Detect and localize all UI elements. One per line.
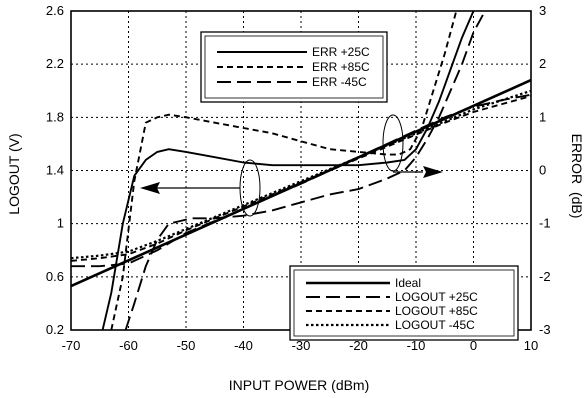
legend-label-logout_85: LOGOUT +85C <box>395 304 478 318</box>
x-tick-label: -20 <box>349 338 368 353</box>
series-line-logout_25 <box>71 93 531 268</box>
y-tick-label: 0.2 <box>46 322 64 337</box>
y2-tick-label: -2 <box>539 269 551 284</box>
legend-label-logout_25: LOGOUT +25C <box>395 290 478 304</box>
y2-tick-label: -3 <box>539 322 551 337</box>
x-tick-label: -60 <box>119 338 138 353</box>
y-tick-label: 2.2 <box>46 56 64 71</box>
y2-tick-label: 1 <box>539 109 546 124</box>
y-tick-label: 0.6 <box>46 269 64 284</box>
legend-top-inner-box <box>204 35 384 99</box>
series-line-err_25 <box>101 11 475 330</box>
legend-label-err_m45: ERR -45C <box>312 75 367 89</box>
legend-bottom-box <box>289 265 519 341</box>
right-arrow-head-icon <box>423 166 443 178</box>
legend-label-err_25: ERR +25C <box>312 45 370 59</box>
x-tick-label: -10 <box>407 338 426 353</box>
legend-label-ideal: Ideal <box>395 276 421 290</box>
y-tick-label: 1 <box>57 216 64 231</box>
x-tick-label: -40 <box>234 338 253 353</box>
right-curve-marker-ellipse <box>382 114 404 172</box>
annotations <box>140 114 443 217</box>
left-arrow-head-icon <box>140 182 160 194</box>
y2-axis-label: ERROR (dB) <box>569 134 585 219</box>
y2-tick-label: -1 <box>539 216 551 231</box>
series-layer <box>71 11 531 330</box>
y2-tick-label: 2 <box>539 56 546 71</box>
legend-label-logout_m45: LOGOUT -45C <box>395 318 475 332</box>
y-tick-label: 1.8 <box>46 109 64 124</box>
legend-bottom-inner-box <box>293 269 515 337</box>
x-axis-label: INPUT POWER (dBm) <box>229 377 370 393</box>
series-line-logout_85 <box>71 95 531 262</box>
series-line-logout_m45 <box>71 89 531 260</box>
y2-tick-label: 0 <box>539 163 546 178</box>
x-tick-label: -50 <box>177 338 196 353</box>
legend-label-err_85: ERR +85C <box>312 60 370 74</box>
series-line-err_m45 <box>124 11 486 330</box>
y-tick-label: 1.4 <box>46 163 64 178</box>
series-line-err_85 <box>110 11 458 330</box>
x-tick-label: -70 <box>62 338 81 353</box>
y2-tick-label: 3 <box>539 3 546 18</box>
ticks: -70 -60 -50 -40 -30 -20 -10 0 100.20.611.41.82.2… <box>46 3 551 353</box>
y-tick-label: 2.6 <box>46 3 64 18</box>
x-tick-label: 10 <box>524 338 538 353</box>
x-tick-label: 0 <box>470 338 477 353</box>
x-tick-label: -30 <box>292 338 311 353</box>
y-axis-label: LOGOUT (V) <box>6 133 22 214</box>
